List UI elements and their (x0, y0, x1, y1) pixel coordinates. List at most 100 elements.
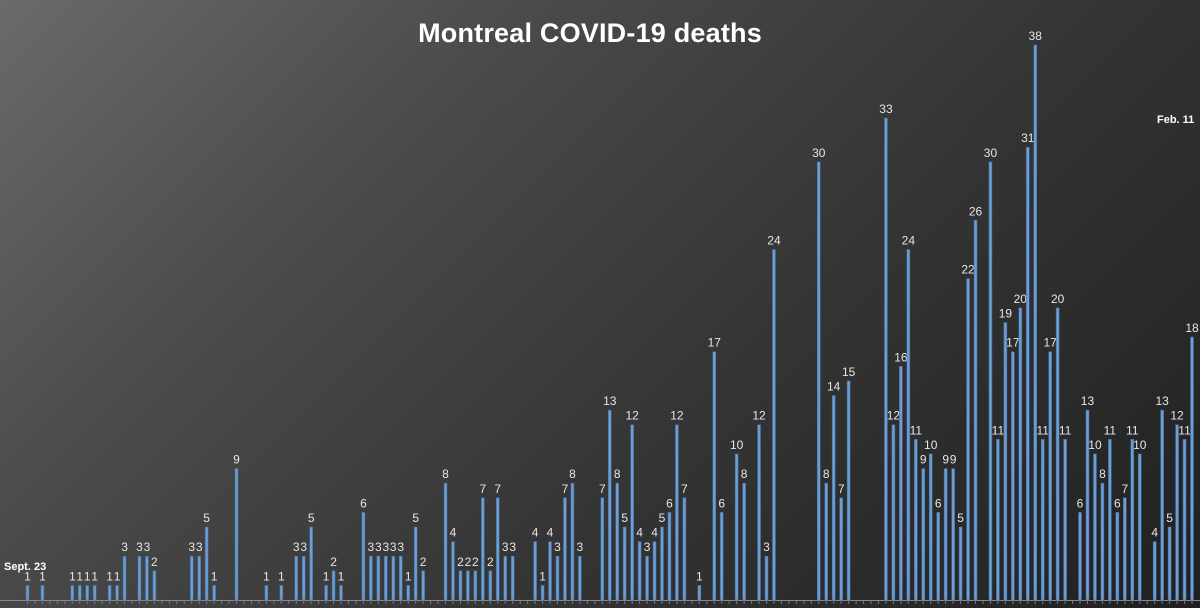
bar (92, 585, 97, 601)
bar (1175, 424, 1179, 601)
data-label: 1 (211, 569, 218, 583)
data-label: 5 (412, 511, 419, 525)
bar (398, 555, 403, 601)
data-label: 11 (910, 423, 923, 437)
bar (996, 439, 1000, 601)
bar (137, 555, 142, 601)
data-label: 8 (442, 467, 449, 481)
data-label: 3 (554, 540, 561, 554)
data-label: 31 (1021, 131, 1035, 145)
data-label: 3 (121, 540, 128, 554)
bar (406, 585, 411, 601)
bar (1190, 336, 1194, 601)
data-label: 4 (651, 526, 658, 540)
data-label: 1 (76, 569, 83, 583)
data-label: 7 (494, 482, 501, 496)
bar (757, 424, 761, 601)
data-label: 11 (1178, 423, 1191, 437)
data-label: 6 (1114, 496, 1121, 510)
bar (973, 219, 978, 601)
data-label: 3 (382, 540, 389, 554)
data-label: 3 (763, 540, 770, 554)
bar (1033, 44, 1038, 601)
bar (339, 585, 343, 601)
bar (77, 585, 82, 601)
bar (1018, 307, 1023, 601)
bar (331, 570, 336, 601)
bar (391, 555, 396, 601)
data-label: 2 (487, 555, 494, 569)
bar (884, 117, 888, 601)
data-label: 3 (509, 540, 516, 554)
bar (951, 468, 955, 601)
bar (1100, 482, 1105, 601)
bar (891, 424, 896, 601)
data-label: 6 (718, 496, 725, 510)
data-label: 5 (621, 511, 628, 525)
bar (1040, 439, 1045, 601)
bar (212, 585, 216, 601)
data-label: 6 (1077, 496, 1084, 510)
data-label: 18 (1185, 321, 1199, 335)
data-label: 8 (614, 467, 621, 481)
bar (309, 526, 313, 601)
bar (1011, 351, 1015, 601)
data-label: 2 (465, 555, 472, 569)
bar (1085, 409, 1090, 601)
data-label: 8 (569, 467, 576, 481)
data-label: 7 (1121, 482, 1128, 496)
data-label: 1 (263, 569, 270, 583)
data-label: 16 (894, 350, 908, 364)
bar (1182, 439, 1187, 601)
data-label: 9 (950, 453, 957, 467)
data-label: 1 (24, 569, 31, 583)
data-label: 12 (670, 409, 684, 423)
data-label: 24 (767, 233, 781, 247)
data-label: 8 (741, 467, 748, 481)
data-label: 9 (942, 453, 949, 467)
bar (294, 555, 299, 601)
bar (622, 526, 627, 601)
bar (906, 249, 911, 601)
data-label: 10 (1088, 438, 1102, 452)
bar (279, 585, 284, 601)
data-label: 6 (360, 496, 367, 510)
data-label: 7 (681, 482, 688, 496)
data-label: 11 (1104, 423, 1117, 437)
data-label: 11 (1059, 423, 1072, 437)
bar (958, 526, 963, 601)
bar (376, 555, 381, 601)
bar (1003, 322, 1008, 601)
data-label: 5 (203, 511, 210, 525)
bar (660, 526, 664, 601)
data-label: 4 (532, 526, 539, 540)
data-label: 15 (842, 365, 856, 379)
data-label: 1 (114, 569, 121, 583)
bar (488, 570, 493, 601)
data-label: 17 (1043, 336, 1057, 350)
data-label: 5 (1166, 511, 1173, 525)
chart-title: Montreal COVID-19 deaths (418, 18, 762, 48)
bar (607, 409, 612, 601)
bar (1123, 497, 1127, 601)
bar (384, 555, 388, 601)
bar (630, 424, 634, 601)
bar (921, 468, 926, 601)
data-label: 33 (879, 102, 893, 116)
bar (70, 585, 75, 601)
data-label: 7 (562, 482, 569, 496)
bar (204, 526, 209, 601)
bar (839, 497, 843, 601)
start-date-label: Sept. 23 (4, 561, 47, 573)
bar (555, 555, 560, 601)
data-label: 7 (599, 482, 606, 496)
data-label: 5 (957, 511, 964, 525)
data-label: 3 (368, 540, 375, 554)
bar (369, 555, 373, 601)
data-label: 2 (457, 555, 464, 569)
data-label: 9 (233, 453, 240, 467)
bar (451, 541, 455, 601)
data-label: 14 (827, 380, 841, 394)
bar (122, 555, 127, 601)
